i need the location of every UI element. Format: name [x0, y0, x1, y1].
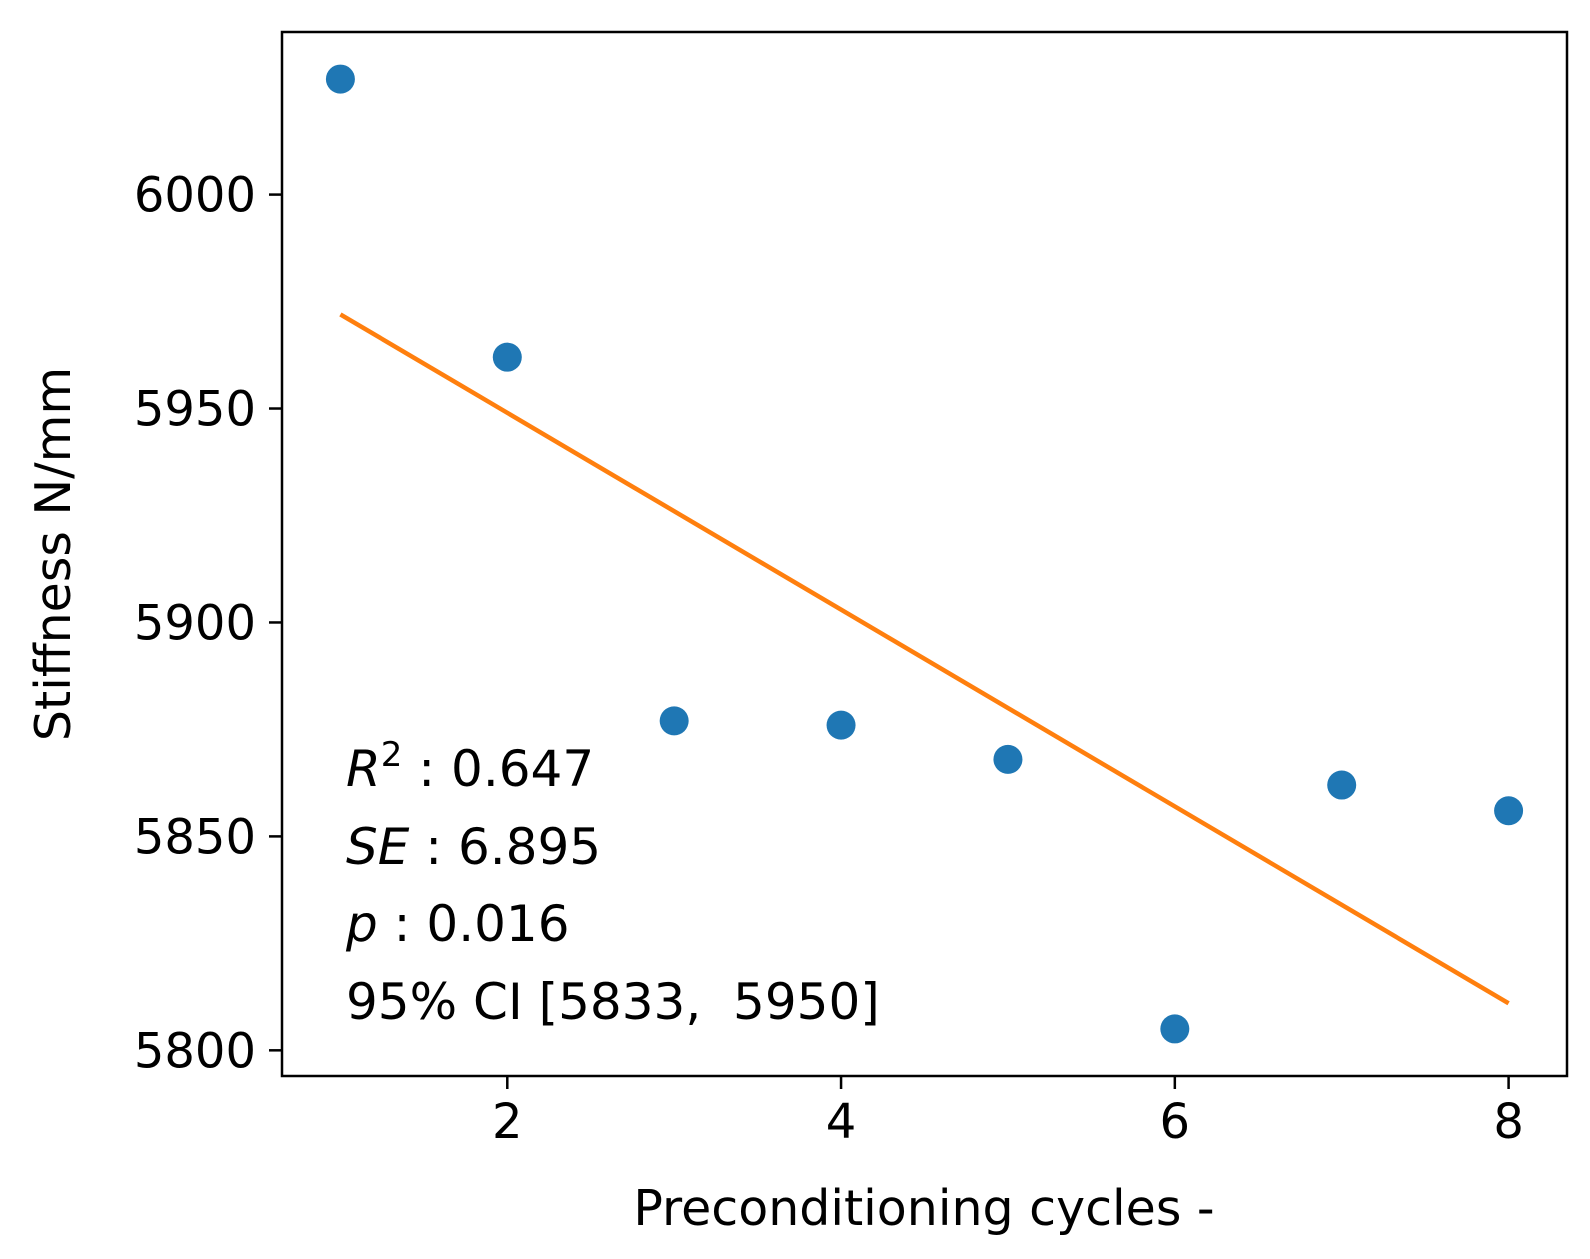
se-value: : 6.895 — [409, 818, 601, 876]
scatter-point — [659, 706, 689, 736]
x-axis-label: Preconditioning cycles - — [633, 1180, 1214, 1237]
scatter-point — [1327, 770, 1357, 800]
scatter-point — [993, 744, 1023, 774]
scatter-point — [492, 342, 522, 372]
se-symbol: SE — [346, 818, 410, 876]
y-tick-label: 5800 — [134, 1023, 256, 1079]
y-tick-label: 6000 — [134, 168, 256, 224]
r2-symbol: R — [346, 740, 381, 798]
r2-value: : 0.647 — [402, 740, 594, 798]
scatter-point — [826, 710, 856, 740]
se-annotation: SE : 6.895 — [346, 818, 601, 876]
y-tick-label: 5950 — [134, 382, 256, 438]
p-annotation: p : 0.016 — [345, 895, 570, 953]
trend-line — [339, 312, 1510, 1006]
x-tick-label: 2 — [492, 1094, 523, 1150]
y-tick-label: 5850 — [134, 809, 256, 865]
r2-annotation: R2 : 0.647 — [346, 735, 594, 798]
p-symbol: p — [345, 895, 378, 953]
scatter-point — [325, 64, 355, 94]
plot-frame — [280, 30, 1569, 1078]
x-tick-label: 8 — [1493, 1094, 1524, 1150]
scatter-point — [1160, 1014, 1190, 1044]
r2-superscript: 2 — [381, 735, 403, 775]
plot-marks — [325, 64, 1524, 1044]
x-tick-label: 6 — [1160, 1094, 1191, 1150]
y-tick-label: 5900 — [134, 595, 256, 651]
y-axis-label: Stiffness N/mm — [25, 367, 82, 741]
p-value: : 0.016 — [378, 895, 570, 953]
scatter-point — [1494, 796, 1524, 826]
stats-annotation: R2 : 0.647 SE : 6.895 p : 0.016 95% CI [… — [345, 735, 880, 1031]
axis-ticks: 2 4 6 8 5800 5850 5900 5950 6000 — [134, 168, 1524, 1150]
ci-annotation: 95% CI [5833, 5950] — [346, 973, 880, 1031]
x-tick-label: 4 — [826, 1094, 857, 1150]
